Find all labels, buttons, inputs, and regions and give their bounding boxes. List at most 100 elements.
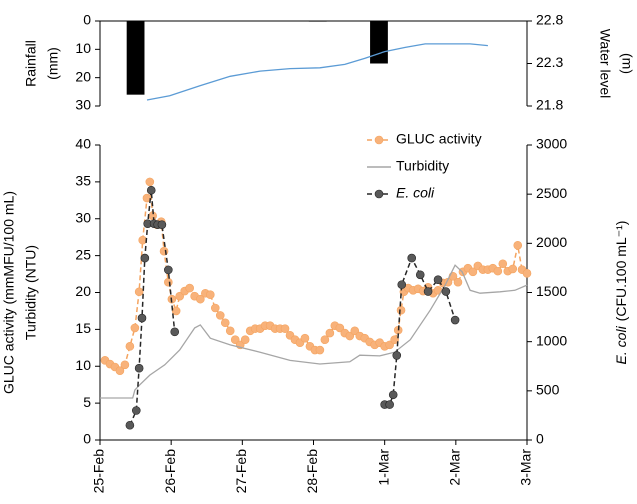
point bbox=[468, 267, 478, 277]
point bbox=[350, 326, 360, 336]
point bbox=[522, 269, 532, 278]
x-tick-label: 3-Mar bbox=[518, 449, 534, 486]
legend-label: E. coli bbox=[396, 185, 435, 201]
point bbox=[385, 340, 394, 350]
y-tick-label: 0 bbox=[83, 431, 91, 447]
point bbox=[146, 185, 156, 195]
point bbox=[508, 264, 518, 274]
y2-axis-title: (m) bbox=[619, 53, 635, 74]
point bbox=[345, 331, 355, 341]
point bbox=[171, 306, 181, 316]
point bbox=[130, 323, 140, 333]
point bbox=[385, 400, 394, 409]
y-tick-label: 20 bbox=[75, 68, 91, 84]
y-tick-label: 35 bbox=[75, 173, 91, 189]
point bbox=[138, 235, 147, 245]
y2-tick-label: 500 bbox=[536, 382, 560, 398]
point bbox=[125, 342, 135, 351]
x-tick-label: 2-Mar bbox=[447, 449, 463, 486]
point bbox=[137, 313, 147, 323]
point bbox=[145, 177, 155, 187]
bar bbox=[308, 21, 327, 22]
point bbox=[164, 265, 173, 275]
point bbox=[407, 253, 417, 263]
point bbox=[240, 335, 250, 345]
point bbox=[433, 275, 443, 285]
legend-label: GLUC activity bbox=[396, 131, 482, 147]
y2-tick-label: 0 bbox=[536, 431, 544, 447]
y2-axis-title: Water level bbox=[597, 29, 613, 99]
y2-axis-title: E. coli (CFU.100 mL⁻¹) bbox=[613, 221, 629, 365]
y2-tick-label: 2500 bbox=[536, 185, 567, 201]
legend-label: Turbidity bbox=[396, 158, 449, 174]
point bbox=[315, 345, 325, 355]
y-axis-title: Rainfall bbox=[23, 40, 39, 87]
point bbox=[142, 193, 152, 203]
y2-axis-title-part: E. coli bbox=[613, 325, 629, 364]
point bbox=[335, 323, 345, 333]
point bbox=[396, 305, 406, 315]
point bbox=[115, 366, 125, 375]
bar bbox=[126, 21, 145, 95]
x-tick-label: 25-Feb bbox=[91, 449, 107, 494]
point bbox=[320, 335, 330, 345]
y2-tick-label: 1000 bbox=[536, 332, 567, 348]
point bbox=[206, 290, 215, 300]
legend-swatch bbox=[374, 135, 384, 145]
point bbox=[498, 259, 508, 269]
point bbox=[164, 277, 173, 287]
y-tick-label: 30 bbox=[75, 97, 91, 113]
y-tick-label: 15 bbox=[75, 320, 91, 336]
point bbox=[159, 246, 169, 256]
point bbox=[390, 335, 399, 345]
point bbox=[131, 406, 141, 415]
x-tick-label: 26-Feb bbox=[162, 449, 178, 494]
y2-axis-title-part: (CFU.100 mL⁻¹) bbox=[613, 221, 629, 322]
y-tick-label: 30 bbox=[75, 209, 91, 225]
x-tick-label: 1-Mar bbox=[375, 449, 391, 486]
point bbox=[325, 328, 335, 338]
point bbox=[441, 287, 451, 296]
x-tick-label: 28-Feb bbox=[304, 449, 320, 494]
point bbox=[388, 390, 398, 400]
y-axis-title: Turbidity (NTU) bbox=[23, 245, 39, 340]
point bbox=[230, 335, 240, 345]
y2-tick-label: 22.8 bbox=[536, 12, 563, 28]
point bbox=[120, 360, 130, 370]
point bbox=[170, 327, 180, 337]
y-tick-label: 10 bbox=[75, 40, 91, 56]
point bbox=[196, 294, 205, 304]
legend-swatch bbox=[374, 189, 384, 199]
y-tick-label: 25 bbox=[75, 246, 91, 262]
point bbox=[415, 270, 425, 280]
y-tick-label: 10 bbox=[75, 357, 91, 373]
y-axis-title: GLUC activity (mmMFU/100 mL) bbox=[1, 191, 17, 394]
point bbox=[300, 333, 310, 343]
x-tick-label: 27-Feb bbox=[233, 449, 249, 494]
point bbox=[134, 363, 144, 373]
y-tick-label: 20 bbox=[75, 283, 91, 299]
y-tick-label: 0 bbox=[83, 12, 91, 28]
point bbox=[450, 315, 460, 325]
point bbox=[513, 241, 523, 250]
point bbox=[280, 324, 290, 333]
point bbox=[220, 318, 230, 328]
point bbox=[157, 220, 167, 229]
point bbox=[210, 303, 220, 313]
y2-tick-label: 21.8 bbox=[536, 97, 563, 113]
point bbox=[453, 277, 463, 287]
y2-tick-label: 3000 bbox=[536, 136, 567, 152]
point bbox=[215, 311, 225, 320]
point bbox=[493, 266, 503, 276]
bar bbox=[370, 21, 388, 64]
point bbox=[423, 287, 433, 296]
y-tick-label: 40 bbox=[75, 136, 91, 152]
point bbox=[125, 420, 135, 430]
point bbox=[392, 351, 402, 360]
y-axis-title: (mm) bbox=[45, 47, 61, 80]
series-line bbox=[146, 43, 488, 101]
series-line bbox=[100, 264, 528, 399]
y2-tick-label: 2000 bbox=[536, 234, 567, 250]
